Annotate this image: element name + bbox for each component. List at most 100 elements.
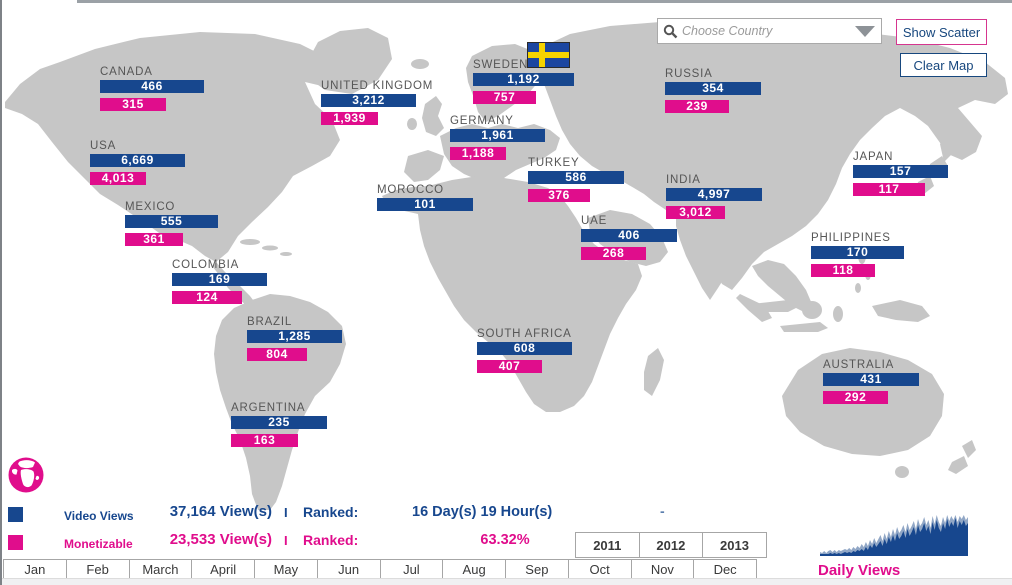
daily-views-label: Daily Views <box>818 562 901 579</box>
video-views-bar[interactable]: 406 <box>581 229 677 242</box>
monetizable-bar[interactable]: 1,188 <box>450 147 506 160</box>
video-views-bar[interactable]: 466 <box>100 80 204 93</box>
choose-country-input[interactable] <box>678 24 855 38</box>
month-button-jan[interactable]: Jan <box>4 560 67 579</box>
search-icon <box>663 24 678 38</box>
country-annotation[interactable]: UAE 406 268 <box>581 215 677 260</box>
monetizable-bar[interactable]: 268 <box>581 247 646 260</box>
month-button-march[interactable]: March <box>130 560 193 579</box>
country-annotation[interactable]: INDIA 4,997 3,012 <box>666 174 762 219</box>
month-button-aug[interactable]: Aug <box>443 560 506 579</box>
country-annotation[interactable]: USA 6,669 4,013 <box>90 140 185 185</box>
country-annotation[interactable]: RUSSIA 354 239 <box>665 68 761 113</box>
country-label: MOROCCO <box>377 184 444 196</box>
video-views-bar[interactable]: 169 <box>172 273 267 286</box>
month-button-sep[interactable]: Sep <box>506 560 569 579</box>
country-label: SWEDEN <box>473 59 529 71</box>
month-button-may[interactable]: May <box>255 560 318 579</box>
monetizable-bar[interactable]: 292 <box>823 391 888 404</box>
monetizable-bar[interactable]: 1,939 <box>321 112 378 125</box>
monetizable-bar[interactable]: 239 <box>665 100 729 113</box>
monetizable-bar[interactable]: 117 <box>853 183 925 196</box>
video-views-bar[interactable]: 6,669 <box>90 154 185 167</box>
monetizable-bar[interactable]: 163 <box>231 434 298 447</box>
video-views-bar[interactable]: 1,192 <box>473 73 574 86</box>
video-views-bar[interactable]: 555 <box>125 215 218 228</box>
video-views-bar[interactable]: 101 <box>377 198 473 211</box>
year-button-2011[interactable]: 2011 <box>576 533 640 557</box>
video-views-bar[interactable]: 1,961 <box>450 129 545 142</box>
monetizable-bar[interactable]: 315 <box>100 98 166 111</box>
monetizable-ranked-label: Ranked: <box>303 532 359 548</box>
monetizable-bar[interactable]: 804 <box>247 348 307 361</box>
video-views-separator: I <box>284 505 288 520</box>
show-scatter-button[interactable]: Show Scatter <box>896 19 987 45</box>
video-views-bar[interactable]: 157 <box>853 165 948 178</box>
country-label: INDIA <box>666 174 701 186</box>
choose-country-combobox[interactable] <box>657 18 882 44</box>
monetizable-bar[interactable]: 407 <box>477 360 542 373</box>
country-annotation[interactable]: JAPAN 157 117 <box>853 151 948 196</box>
country-annotation[interactable]: CANADA 466 315 <box>100 66 204 111</box>
country-label: JAPAN <box>853 151 894 163</box>
country-annotation[interactable]: SWEDEN 1,192 757 <box>473 42 574 104</box>
window-top-border <box>77 0 1012 3</box>
country-annotation[interactable]: ARGENTINA 235 163 <box>231 402 327 447</box>
video-views-ranked-label: Ranked: <box>303 504 359 520</box>
country-annotation[interactable]: GERMANY 1,961 1,188 <box>450 115 545 160</box>
video-views-bar[interactable]: 1,285 <box>247 330 342 343</box>
month-button-nov[interactable]: Nov <box>632 560 695 579</box>
video-views-bar[interactable]: 608 <box>477 342 572 355</box>
country-label: PHILIPPINES <box>811 232 891 244</box>
video-views-bar[interactable]: 354 <box>665 82 761 95</box>
monetizable-bar[interactable]: 757 <box>473 91 536 104</box>
year-button-2012[interactable]: 2012 <box>640 533 704 557</box>
monetizable-legend-label: Monetizable <box>64 537 133 551</box>
month-button-jul[interactable]: Jul <box>381 560 444 579</box>
month-button-jun[interactable]: Jun <box>318 560 381 579</box>
country-label: CANADA <box>100 66 153 78</box>
country-label: GERMANY <box>450 115 514 127</box>
video-views-bar[interactable]: 586 <box>528 171 624 184</box>
video-views-swatch <box>8 507 23 522</box>
monetizable-bar[interactable]: 4,013 <box>90 172 146 185</box>
country-annotation[interactable]: UNITED KINGDOM 3,212 1,939 <box>321 80 433 125</box>
video-views-bar[interactable]: 431 <box>823 373 919 386</box>
country-annotation[interactable]: TURKEY 586 376 <box>528 157 624 202</box>
clear-map-button[interactable]: Clear Map <box>900 53 987 77</box>
country-annotation[interactable]: COLOMBIA 169 124 <box>172 259 267 304</box>
monetizable-bar[interactable]: 376 <box>528 189 590 202</box>
video-views-bar[interactable]: 4,997 <box>666 188 762 201</box>
month-button-feb[interactable]: Feb <box>67 560 130 579</box>
country-label: SOUTH AFRICA <box>477 328 572 340</box>
monetizable-bar[interactable]: 118 <box>811 264 875 277</box>
country-annotation[interactable]: SOUTH AFRICA 608 407 <box>477 328 572 373</box>
month-button-dec[interactable]: Dec <box>713 562 737 577</box>
country-label: BRAZIL <box>247 316 293 328</box>
collapse-dash[interactable]: - <box>660 503 665 519</box>
video-views-bar[interactable]: 170 <box>811 246 904 259</box>
monetizable-bar[interactable]: 3,012 <box>666 206 725 219</box>
month-button-oct[interactable]: Oct <box>569 560 632 579</box>
month-button-april[interactable]: April <box>192 560 255 579</box>
country-label: UAE <box>581 215 608 227</box>
country-annotation[interactable]: MEXICO 555 361 <box>125 201 218 246</box>
monetizable-ranked-value: 63.32% <box>480 532 530 548</box>
video-views-bar[interactable]: 235 <box>231 416 327 429</box>
monetizable-bar[interactable]: 124 <box>172 291 242 304</box>
country-annotation[interactable]: PHILIPPINES 170 118 <box>811 232 904 277</box>
year-button-2013[interactable]: 2013 <box>720 537 749 553</box>
daily-views-sparkline <box>820 515 968 556</box>
monetizable-value: 23,533 View(s) <box>169 531 272 548</box>
monetizable-swatch <box>8 535 23 550</box>
country-annotation[interactable]: BRAZIL 1,285 804 <box>247 316 342 361</box>
country-annotation[interactable]: AUSTRALIA 431 292 <box>823 359 919 404</box>
country-annotation[interactable]: MOROCCO 101 <box>377 184 473 211</box>
country-label: TURKEY <box>528 157 580 169</box>
chevron-down-icon[interactable] <box>855 25 875 37</box>
monetizable-bar[interactable]: 361 <box>125 233 183 246</box>
video-views-bar[interactable]: 3,212 <box>321 94 416 107</box>
country-label: USA <box>90 140 117 152</box>
country-label: AUSTRALIA <box>823 359 895 371</box>
